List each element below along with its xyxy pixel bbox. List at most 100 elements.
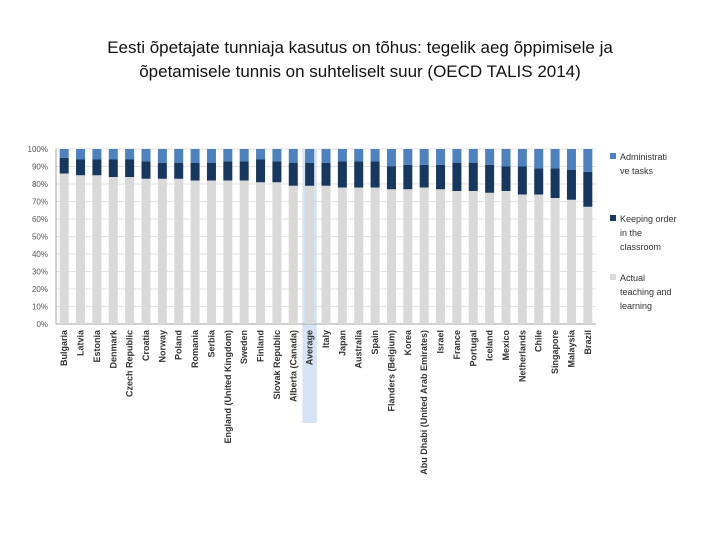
bar-administrative-segment [550, 149, 560, 169]
bar-administrative-segment [108, 149, 118, 160]
x-tick-label: Israel [436, 330, 446, 354]
bar-keeping-order-segment [468, 163, 478, 191]
x-tick-label: Iceland [485, 330, 495, 361]
y-tick-label: 30% [32, 268, 48, 277]
x-tick-label: Estonia [92, 329, 102, 363]
bar-keeping-order-segment [239, 161, 249, 181]
bar-keeping-order-segment [141, 161, 151, 179]
bar-administrative-segment [386, 149, 396, 167]
legend-label: Keeping order in the classroom [620, 214, 677, 252]
bar-keeping-order-segment [256, 159, 266, 183]
bar-administrative-segment [157, 149, 167, 163]
x-tick-label: Average [305, 330, 315, 365]
x-tick-label: Australia [354, 329, 364, 369]
bar-keeping-order-segment [403, 164, 413, 190]
x-tick-label: Bulgaria [59, 329, 69, 366]
y-tick-label: 0% [36, 320, 48, 329]
x-tick-label: Chile [534, 330, 544, 352]
y-tick-label: 90% [32, 163, 48, 172]
bar-keeping-order-segment [206, 163, 216, 181]
bar-administrative-segment [256, 149, 266, 160]
bar-administrative-segment [272, 149, 282, 162]
bar-administrative-segment [305, 149, 315, 163]
x-tick-label: Romania [190, 329, 200, 368]
bar-keeping-order-segment [534, 168, 544, 195]
bar-teaching-segment [583, 206, 593, 324]
bar-keeping-order-segment [108, 159, 118, 177]
bar-administrative-segment [583, 149, 593, 172]
bar-administrative-segment [517, 149, 527, 167]
x-tick-label: Poland [174, 330, 184, 360]
bar-administrative-segment [354, 149, 364, 162]
bar-teaching-segment [305, 185, 315, 324]
bar-teaching-segment [108, 177, 118, 324]
bar-teaching-segment [239, 180, 249, 324]
bar-teaching-segment [157, 178, 167, 324]
bar-keeping-order-segment [174, 163, 184, 179]
bar-keeping-order-segment [125, 159, 135, 177]
y-tick-label: 100% [28, 145, 48, 154]
bar-teaching-segment [566, 199, 576, 324]
legend-swatch [610, 153, 616, 159]
x-tick-label: France [452, 330, 462, 360]
bar-teaching-segment [550, 198, 560, 324]
bar-keeping-order-segment [452, 163, 462, 191]
bar-administrative-segment [174, 149, 184, 163]
bar-administrative-segment [337, 149, 347, 162]
x-tick-label: Portugal [468, 330, 478, 367]
y-tick-label: 10% [32, 303, 48, 312]
bar-keeping-order-segment [157, 163, 167, 179]
x-tick-label: Finland [256, 330, 266, 362]
bar-keeping-order-segment [583, 171, 593, 207]
bar-keeping-order-segment [485, 164, 495, 193]
x-tick-label: Serbia [206, 329, 216, 358]
bar-teaching-segment [272, 182, 282, 324]
bar-keeping-order-segment [59, 157, 69, 174]
y-tick-label: 20% [32, 285, 48, 294]
bar-administrative-segment [321, 149, 331, 163]
bar-administrative-segment [403, 149, 413, 165]
bar-teaching-segment [386, 189, 396, 324]
bar-keeping-order-segment [386, 166, 396, 190]
bar-administrative-segment [59, 149, 69, 158]
bar-keeping-order-segment [223, 161, 233, 181]
x-tick-label: Sweden [239, 330, 249, 364]
x-tick-label: Flanders (Belgium) [386, 330, 396, 412]
bar-teaching-segment [321, 185, 331, 324]
bar-teaching-segment [419, 187, 429, 324]
bar-administrative-segment [419, 149, 429, 165]
bar-teaching-segment [76, 175, 86, 324]
x-tick-label: Czech Republic [125, 330, 135, 397]
bar-administrative-segment [501, 149, 511, 167]
bar-teaching-segment [534, 194, 544, 324]
bar-administrative-segment [223, 149, 233, 162]
bar-administrative-segment [534, 149, 544, 169]
legend-label: Actual teaching and learning [620, 273, 672, 311]
bar-teaching-segment [501, 191, 511, 324]
bar-keeping-order-segment [566, 170, 576, 200]
bar-teaching-segment [92, 175, 102, 324]
bar-administrative-segment [485, 149, 495, 165]
x-tick-label: Malaysia [566, 329, 576, 368]
bar-administrative-segment [566, 149, 576, 170]
bar-administrative-segment [92, 149, 102, 160]
bar-teaching-segment [288, 185, 298, 324]
x-tick-label: Norway [157, 330, 167, 363]
bar-teaching-segment [337, 187, 347, 324]
bar-administrative-segment [452, 149, 462, 163]
bar-keeping-order-segment [190, 163, 200, 181]
bar-teaching-segment [452, 191, 462, 324]
bar-keeping-order-segment [337, 161, 347, 188]
bar-administrative-segment [125, 149, 135, 160]
bar-teaching-segment [190, 180, 200, 324]
x-tick-label: Italy [321, 330, 331, 348]
x-tick-label: Japan [337, 330, 347, 356]
bar-keeping-order-segment [354, 161, 364, 188]
x-tick-label: Abu Dhabi (United Arab Emirates) [419, 330, 429, 475]
bar-teaching-segment [403, 189, 413, 324]
x-tick-label: Alberta (Canada) [288, 330, 298, 402]
bar-keeping-order-segment [92, 159, 102, 176]
bar-teaching-segment [59, 173, 69, 324]
y-tick-label: 40% [32, 250, 48, 259]
